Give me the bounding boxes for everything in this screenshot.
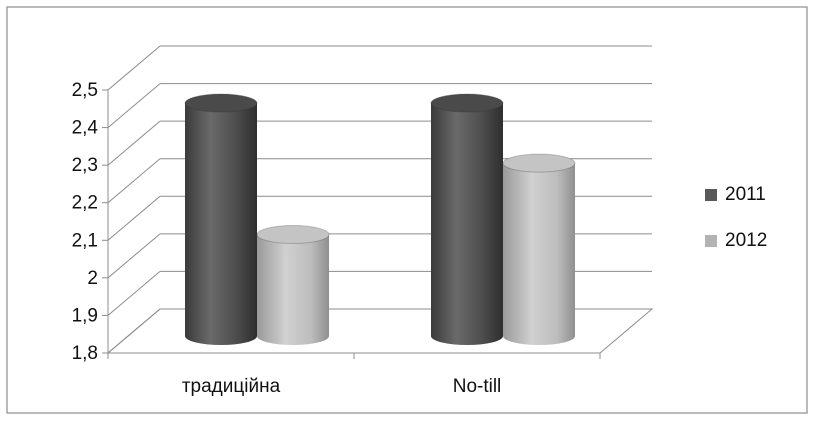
gridline-side <box>107 195 161 241</box>
axes <box>102 89 601 359</box>
bar-body <box>503 163 575 345</box>
y-tick-label: 2,4 <box>72 118 99 139</box>
y-tick-label: 2,1 <box>72 230 98 251</box>
y-tick-label: 2,3 <box>72 155 98 176</box>
legend-swatch-2011 <box>705 189 717 201</box>
gridline-side <box>107 158 161 204</box>
legend-swatch-2012 <box>705 235 717 247</box>
bar-2012-0 <box>256 225 330 345</box>
gridline-side <box>107 120 161 166</box>
y-tick-label: 1,8 <box>72 343 98 364</box>
legend-label-2012: 2012 <box>725 230 767 251</box>
x-tick-label: традиційна <box>182 376 281 397</box>
y-tick-label: 2,5 <box>72 80 98 101</box>
gridline-side <box>107 233 161 279</box>
gridline-side <box>107 308 161 354</box>
bar-top <box>430 93 504 113</box>
gridline-side <box>107 45 161 91</box>
bars <box>184 93 576 345</box>
bar-body <box>185 103 257 345</box>
bar-2011-0 <box>184 93 258 345</box>
bar-body <box>431 103 503 345</box>
y-tick-label: 1,9 <box>72 305 98 326</box>
y-tick-label: 2 <box>87 268 98 289</box>
gridline-side <box>107 271 161 316</box>
bar-top <box>184 93 258 113</box>
bar-top <box>502 153 576 173</box>
labels: 1,8 1,9 2 2,1 2,2 2,3 2,4 2,5 традиційна No-till <box>72 80 502 397</box>
x-tick-label: No-till <box>453 376 502 397</box>
bar-body <box>257 234 329 345</box>
bar-2012-1 <box>502 153 576 345</box>
legend: 2011 2012 <box>705 184 767 251</box>
gridline-side <box>107 83 161 128</box>
bar-2011-1 <box>430 93 504 345</box>
bar-top <box>256 225 330 245</box>
legend-label-2011: 2011 <box>725 184 766 205</box>
y-tick-label: 2,2 <box>72 193 98 214</box>
